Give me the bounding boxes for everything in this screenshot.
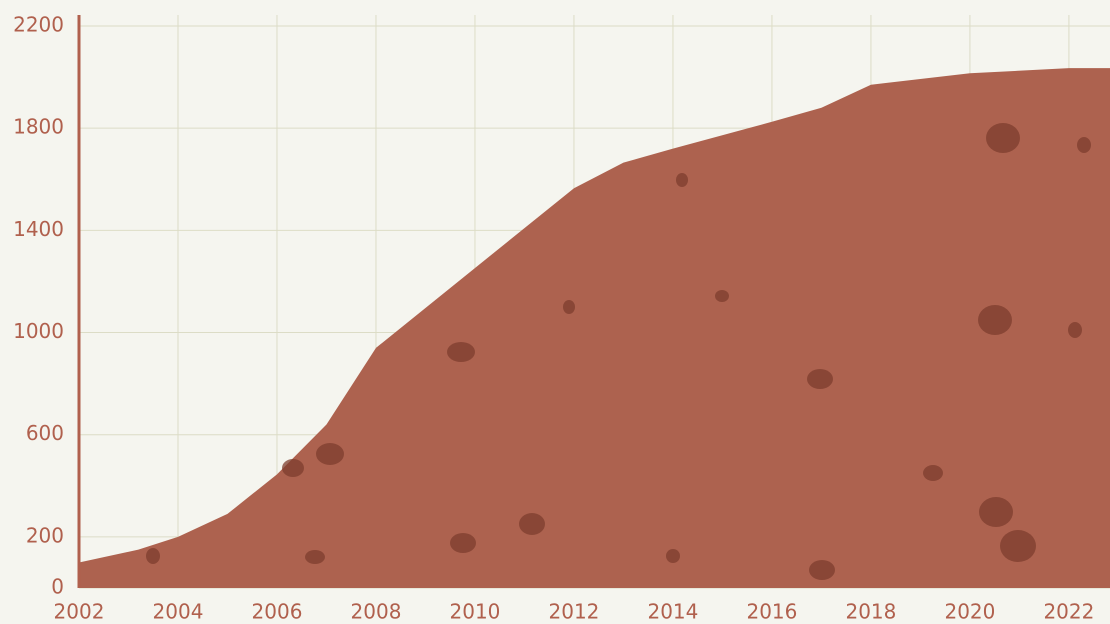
- y-tick-label: 200: [26, 523, 64, 547]
- x-tick-label: 2018: [845, 600, 896, 624]
- x-tick-label: 2022: [1043, 600, 1094, 624]
- x-tick-label: 2004: [153, 600, 204, 624]
- y-tick-label: 600: [26, 421, 64, 445]
- x-tick-label: 2008: [351, 600, 402, 624]
- x-tick-label: 2014: [647, 600, 698, 624]
- x-tick-label: 2012: [549, 600, 600, 624]
- x-tick-label: 2010: [450, 600, 501, 624]
- y-tick-label: 1400: [13, 217, 64, 241]
- y-tick-label: 1800: [13, 115, 64, 139]
- x-tick-label: 2002: [54, 600, 105, 624]
- x-tick-label: 2016: [746, 600, 797, 624]
- area: [79, 68, 1110, 588]
- y-tick-label: 1000: [13, 319, 64, 343]
- x-tick-label: 2006: [252, 600, 303, 624]
- y-tick-label: 0: [51, 575, 64, 599]
- x-tick-label: 2020: [944, 600, 995, 624]
- y-tick-label: 2200: [13, 13, 64, 37]
- chart: 0 200 600 1000 1400 1800 2200 2002 2004 2006 2008 2…: [0, 0, 1110, 624]
